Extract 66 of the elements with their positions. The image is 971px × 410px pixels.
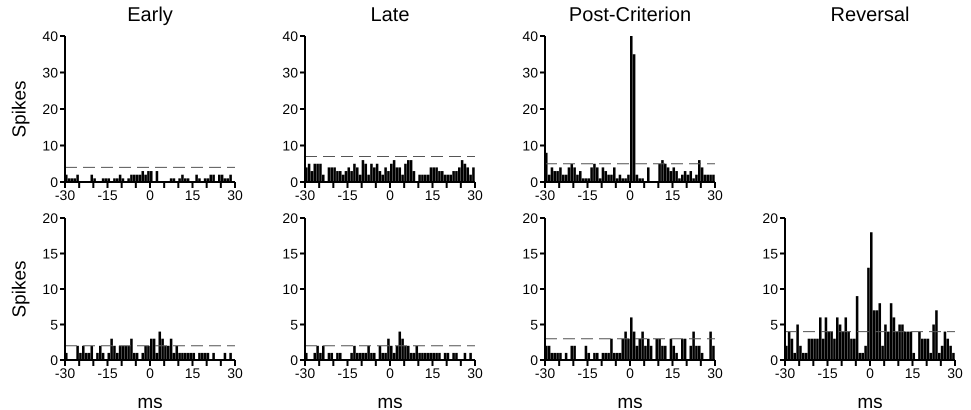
y-tick-label: 30 xyxy=(522,64,538,80)
x-tick-label: 0 xyxy=(146,364,154,381)
y-tick-label: 20 xyxy=(522,210,538,226)
x-tick-label: 30 xyxy=(707,364,723,381)
x-tick-label: -15 xyxy=(97,364,118,381)
x-tick-label: -15 xyxy=(817,364,838,381)
x-tick-label: 0 xyxy=(626,186,634,203)
y-axis-title: Spikes xyxy=(10,80,31,138)
y-tick-label: 20 xyxy=(42,100,58,117)
x-tick-label: 0 xyxy=(386,364,394,381)
y-tick-label: 20 xyxy=(762,210,778,226)
x-tick-label: -15 xyxy=(577,186,598,203)
x-tick-label: 15 xyxy=(424,186,440,203)
x-tick-label: 30 xyxy=(467,364,483,381)
y-tick-label: 40 xyxy=(522,28,538,44)
y-tick-label: 5 xyxy=(50,316,58,332)
y-tick-label: 40 xyxy=(282,28,298,44)
y-tick-label: 20 xyxy=(42,210,58,226)
y-tick-label: 15 xyxy=(282,245,298,262)
y-tick-label: 10 xyxy=(522,137,538,154)
y-tick-label: 10 xyxy=(42,137,58,154)
chart-title: Late xyxy=(370,4,410,26)
x-tick-label: 30 xyxy=(707,186,723,203)
x-tick-label: 0 xyxy=(386,186,394,203)
y-tick-label: 10 xyxy=(282,280,298,297)
x-tick-label: 0 xyxy=(866,364,874,381)
y-tick-label: 15 xyxy=(42,245,58,262)
x-tick-label: 0 xyxy=(146,186,154,203)
y-tick-label: 10 xyxy=(282,137,298,154)
chart-title: Reversal xyxy=(830,3,910,28)
x-tick-label: -15 xyxy=(337,186,358,203)
x-tick-label: 15 xyxy=(664,364,680,381)
y-axis-title: Spikes xyxy=(10,260,31,318)
x-axis-title: ms xyxy=(857,392,883,410)
x-tick-label: -15 xyxy=(337,364,358,381)
y-tick-label: 15 xyxy=(762,245,778,262)
x-tick-label: -15 xyxy=(97,186,118,203)
x-axis-title: ms xyxy=(617,392,643,410)
x-axis-title: ms xyxy=(377,392,403,410)
y-tick-label: 20 xyxy=(282,210,298,226)
x-tick-label: 15 xyxy=(424,364,440,381)
y-tick-label: 20 xyxy=(522,100,538,117)
x-tick-label: 30 xyxy=(467,186,483,203)
chart-title: Early xyxy=(127,4,173,26)
y-tick-label: 30 xyxy=(42,64,58,80)
x-tick-label: 30 xyxy=(227,364,243,381)
y-tick-label: 5 xyxy=(290,316,298,332)
x-tick-label: 15 xyxy=(904,364,920,381)
x-axis-title: ms xyxy=(137,392,163,410)
y-tick-label: 5 xyxy=(530,316,538,332)
x-tick-label: 0 xyxy=(626,364,634,381)
y-tick-label: 10 xyxy=(522,280,538,297)
y-tick-label: 40 xyxy=(42,28,58,44)
y-tick-label: 20 xyxy=(282,100,298,117)
chart-title: Post-Criterion xyxy=(568,4,692,26)
x-tick-label: -15 xyxy=(577,364,598,381)
y-tick-label: 15 xyxy=(522,245,538,262)
x-tick-label: 15 xyxy=(664,186,680,203)
x-tick-label: 30 xyxy=(227,186,243,203)
y-tick-label: 10 xyxy=(42,280,58,297)
x-tick-label: 15 xyxy=(184,186,200,203)
y-tick-label: 30 xyxy=(282,64,298,80)
y-tick-label: 10 xyxy=(762,280,778,297)
y-tick-label: 5 xyxy=(770,316,778,332)
x-tick-label: 15 xyxy=(184,364,200,381)
x-tick-label: 30 xyxy=(947,364,963,381)
